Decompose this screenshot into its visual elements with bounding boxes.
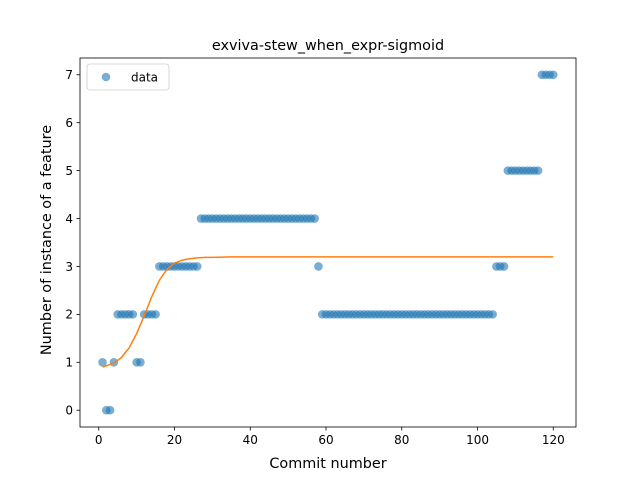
y-tick-label: 2 <box>65 308 73 322</box>
y-tick-label: 4 <box>65 212 73 226</box>
data-point <box>548 70 558 80</box>
y-tick-label: 3 <box>65 260 73 274</box>
data-point <box>151 310 160 319</box>
x-tick-label: 80 <box>394 433 409 447</box>
x-axis-label: Commit number <box>269 456 386 472</box>
axes-frame <box>79 57 577 428</box>
y-tick-label: 7 <box>65 68 73 82</box>
data-point <box>136 358 145 367</box>
y-tick-label: 1 <box>65 356 73 370</box>
data-point <box>109 358 119 367</box>
x-tick-label: 60 <box>318 433 333 447</box>
legend-marker <box>101 72 111 82</box>
x-tick-label: 20 <box>167 433 182 447</box>
data-point <box>499 262 509 271</box>
data-point <box>98 358 107 367</box>
legend: data <box>86 63 170 91</box>
axes: 0 20 40 60 80 100 120 0 1 2 3 4 5 6 7 <box>65 57 577 447</box>
y-tick-label: 5 <box>65 164 73 178</box>
x-tick-label: 40 <box>243 433 258 447</box>
y-tick-label: 6 <box>65 116 73 130</box>
legend-label: data <box>131 71 158 85</box>
legend-box <box>86 63 170 91</box>
data-point <box>488 310 497 319</box>
plot-area <box>98 70 558 415</box>
y-tick-label: 0 <box>65 404 73 418</box>
data-point <box>105 405 115 415</box>
fit-line <box>102 256 554 368</box>
data-point <box>310 214 319 223</box>
data-point <box>128 310 138 319</box>
data-point <box>314 262 323 271</box>
x-tick-label: 0 <box>95 433 103 447</box>
chart-title: exviva-stew_when_expr-sigmoid <box>212 38 444 54</box>
y-axis-label: Number of instance of a feature <box>39 125 55 355</box>
data-point <box>192 262 202 271</box>
x-tick-label: 120 <box>542 433 565 447</box>
data-point <box>533 166 543 175</box>
x-tick-label: 100 <box>466 433 489 447</box>
